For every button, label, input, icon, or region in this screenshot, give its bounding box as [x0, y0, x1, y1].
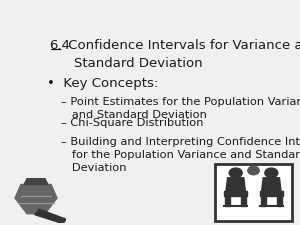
Text: Standard Deviation: Standard Deviation: [74, 57, 202, 70]
Circle shape: [265, 168, 278, 178]
Circle shape: [229, 168, 242, 178]
Text: – Point Estimates for the Population Variance
   and Standard Deviation: – Point Estimates for the Population Var…: [61, 97, 300, 120]
Polygon shape: [225, 196, 230, 206]
FancyBboxPatch shape: [215, 164, 292, 221]
Text: – Building and Interpreting Confidence Intervals
   for the Population Variance : – Building and Interpreting Confidence I…: [61, 137, 300, 173]
Polygon shape: [15, 184, 57, 214]
Polygon shape: [262, 178, 281, 191]
Polygon shape: [241, 196, 246, 206]
Text: Confidence Intervals for Variance and: Confidence Intervals for Variance and: [64, 39, 300, 52]
Polygon shape: [24, 179, 48, 184]
Text: – Chi-Square Distribution: – Chi-Square Distribution: [61, 118, 203, 128]
Circle shape: [248, 166, 259, 175]
Text: 6.4: 6.4: [49, 39, 70, 52]
Polygon shape: [224, 191, 247, 196]
Polygon shape: [35, 209, 66, 224]
Text: •  Key Concepts:: • Key Concepts:: [47, 77, 158, 90]
Polygon shape: [261, 196, 266, 206]
Polygon shape: [226, 178, 245, 191]
Polygon shape: [260, 191, 283, 196]
Polygon shape: [277, 196, 282, 206]
